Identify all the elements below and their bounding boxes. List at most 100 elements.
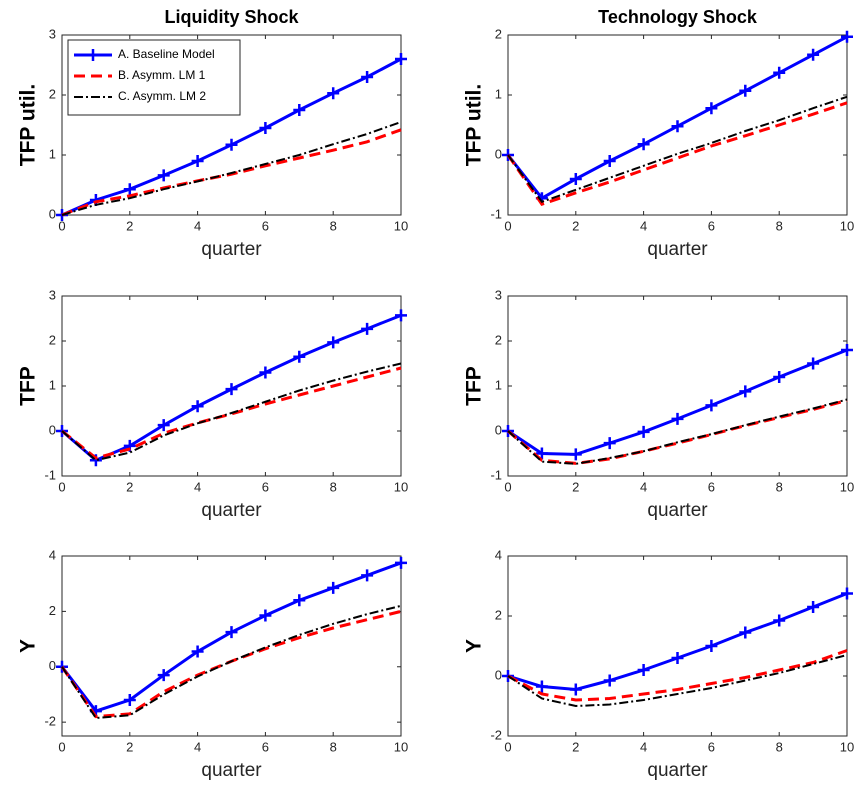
point-marker [773, 371, 786, 383]
x-tick-label: 6 [708, 479, 715, 494]
x-tick-label: 10 [840, 479, 854, 494]
point-marker [841, 344, 853, 356]
point-marker [157, 669, 170, 682]
point-marker [841, 587, 853, 600]
point-marker [671, 652, 684, 664]
y-tick-label: 4 [495, 547, 502, 562]
x-tick-label: 0 [504, 218, 511, 233]
point-marker [773, 66, 786, 79]
y-tick-label: 2 [495, 26, 502, 41]
point-marker [841, 30, 853, 43]
x-tick-label: 2 [126, 479, 133, 494]
y-axis-label: Y [17, 639, 40, 653]
point-marker [603, 155, 616, 167]
point-marker [191, 400, 204, 413]
x-tick-label: 0 [58, 218, 65, 233]
point-marker [293, 104, 306, 116]
legend-label: B. Asymm. LM 1 [118, 68, 206, 82]
series-line [507, 95, 848, 203]
y-tick-label: 3 [49, 26, 56, 41]
point-marker [705, 640, 718, 652]
x-axis-label: quarter [647, 500, 708, 521]
point-marker [739, 385, 752, 398]
axes-box [507, 295, 848, 477]
x-tick-label: 0 [58, 479, 65, 494]
x-tick-label: 8 [330, 479, 337, 494]
point-marker [637, 664, 650, 676]
point-marker [637, 425, 650, 438]
point-marker [807, 48, 820, 61]
x-axis-label: quarter [647, 239, 708, 260]
axes-box [61, 555, 402, 737]
point-marker [569, 448, 582, 461]
x-tick-label: 8 [330, 739, 337, 754]
point-marker [259, 122, 272, 134]
y-tick-label: 1 [49, 377, 56, 392]
series-line [61, 604, 402, 720]
y-tick-label: 2 [49, 86, 56, 101]
legend-label: C. Asymm. LM 2 [118, 89, 206, 103]
point-marker [395, 556, 407, 569]
point-marker [705, 399, 718, 412]
x-tick-label: 0 [58, 739, 65, 754]
x-tick-label: 6 [262, 739, 269, 754]
point-marker [293, 594, 306, 607]
series-line [61, 128, 402, 217]
x-tick-label: 2 [572, 479, 579, 494]
point-marker [395, 309, 407, 322]
y-tick-label: 3 [495, 287, 502, 302]
x-tick-label: 4 [640, 479, 647, 494]
y-tick-label: 0 [49, 206, 56, 221]
x-tick-label: 2 [126, 218, 133, 233]
point-marker [637, 138, 650, 151]
y-tick-label: -1 [490, 206, 502, 221]
y-tick-label: 2 [49, 332, 56, 347]
y-axis-label: TFP util. [17, 84, 40, 166]
y-axis-label: TFP [463, 366, 486, 406]
y-tick-label: 1 [495, 86, 502, 101]
series-line [61, 121, 402, 216]
point-marker [773, 614, 786, 627]
point-marker [739, 84, 752, 97]
y-tick-label: -1 [44, 467, 56, 482]
x-tick-label: 4 [640, 739, 647, 754]
point-marker [603, 437, 616, 450]
point-marker [603, 674, 616, 687]
x-tick-label: 2 [572, 218, 579, 233]
point-marker [327, 87, 340, 100]
point-marker [293, 350, 306, 363]
x-tick-label: 6 [262, 218, 269, 233]
x-tick-label: 2 [126, 739, 133, 754]
point-marker [327, 581, 340, 594]
y-tick-label: 3 [49, 287, 56, 302]
y-tick-label: 0 [49, 422, 56, 437]
x-tick-label: 10 [394, 218, 408, 233]
x-axis-label: quarter [647, 760, 708, 781]
point-marker [705, 102, 718, 115]
x-tick-label: 4 [194, 218, 201, 233]
x-tick-label: 6 [708, 218, 715, 233]
y-axis-label: TFP [17, 366, 40, 406]
x-tick-label: 4 [194, 479, 201, 494]
point-marker [157, 169, 170, 182]
x-tick-label: 8 [776, 479, 783, 494]
y-tick-label: 4 [49, 547, 56, 562]
axes-box [507, 555, 848, 737]
point-marker [225, 383, 238, 396]
chart-title: Liquidity Shock [164, 7, 299, 27]
point-marker [535, 447, 548, 460]
y-tick-label: -2 [490, 727, 502, 742]
point-marker [191, 155, 204, 167]
series-line [507, 398, 848, 465]
point-marker [671, 120, 684, 133]
point-marker [535, 680, 548, 693]
point-marker [327, 336, 340, 349]
x-tick-label: 6 [708, 739, 715, 754]
x-tick-label: 10 [394, 739, 408, 754]
point-marker [225, 138, 238, 151]
series-line [507, 654, 848, 708]
point-marker [361, 322, 374, 335]
legend-marker [87, 49, 99, 61]
y-tick-label: 0 [495, 146, 502, 161]
